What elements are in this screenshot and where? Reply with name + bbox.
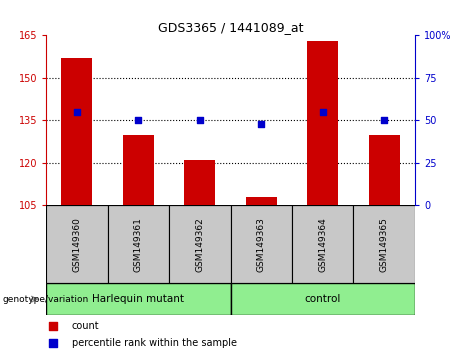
Text: GSM149360: GSM149360 [72,217,81,272]
Point [380,118,388,123]
Bar [169,205,230,283]
Bar [369,135,400,205]
Point [319,109,326,115]
Bar [307,41,338,205]
Text: GSM149364: GSM149364 [318,217,327,272]
Bar [230,283,415,315]
Bar [230,205,292,283]
Text: GSM149365: GSM149365 [380,217,389,272]
Point [196,118,203,123]
Bar [46,283,230,315]
Text: control: control [305,294,341,304]
Point [135,118,142,123]
Bar [107,205,169,283]
Bar [354,205,415,283]
Bar [246,197,277,205]
Text: percentile rank within the sample: percentile rank within the sample [72,338,237,348]
Point [258,121,265,127]
Bar [184,160,215,205]
Text: GSM149361: GSM149361 [134,217,143,272]
Point [294,105,301,110]
Text: Harlequin mutant: Harlequin mutant [92,294,184,304]
Text: genotype/variation: genotype/variation [2,295,89,304]
Bar [292,205,354,283]
Title: GDS3365 / 1441089_at: GDS3365 / 1441089_at [158,21,303,34]
Text: GSM149363: GSM149363 [257,217,266,272]
Bar [61,58,92,205]
Point [73,109,81,115]
Bar [123,135,154,205]
Text: GSM149362: GSM149362 [195,217,204,272]
Text: count: count [72,321,100,331]
Bar [46,205,107,283]
Point [294,266,301,271]
